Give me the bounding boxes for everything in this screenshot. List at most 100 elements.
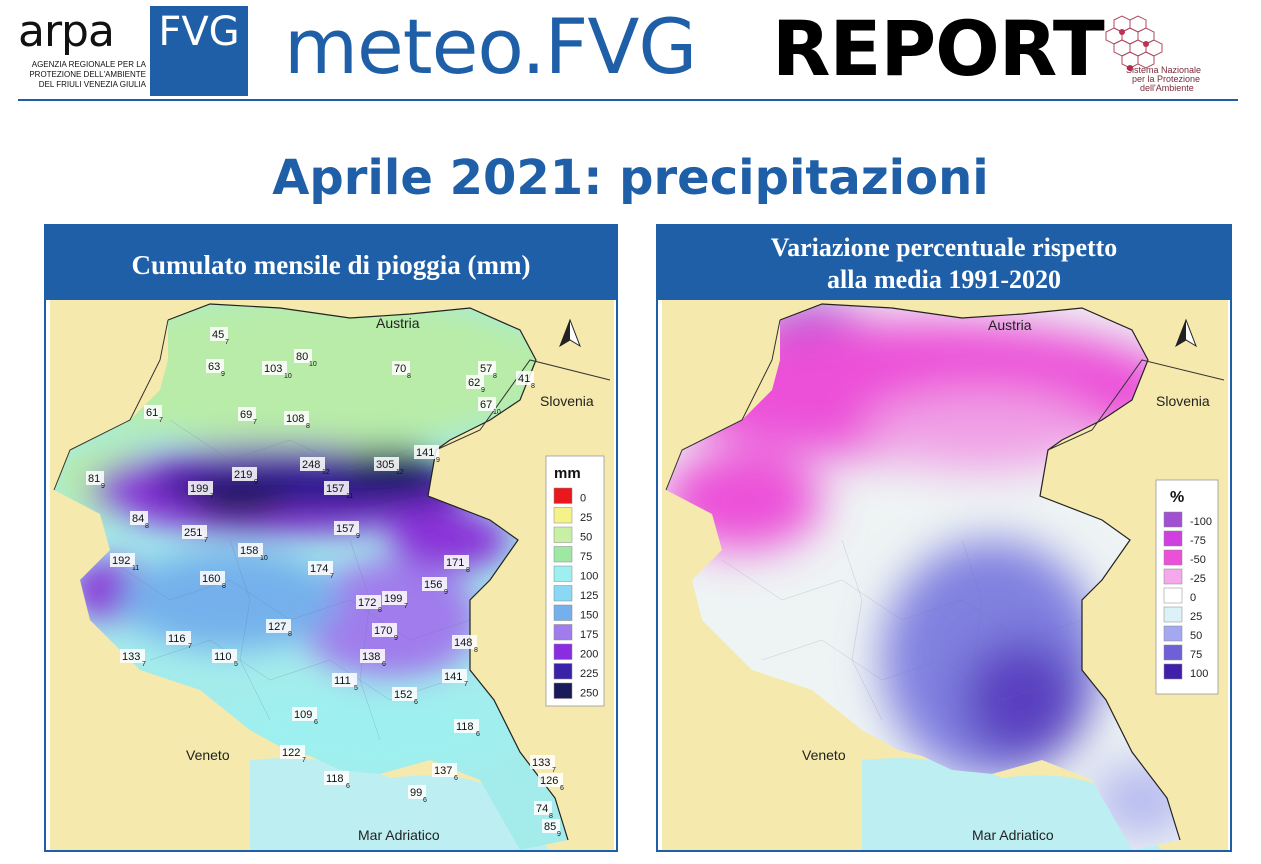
legend-swatch	[553, 507, 573, 524]
station-value: 103	[264, 363, 282, 375]
station-label: 708	[392, 361, 411, 380]
fvg-logo-box: FVG	[150, 6, 248, 96]
legend-label: 75	[580, 551, 592, 563]
station-sub: 5	[234, 661, 238, 668]
rainfall-field	[54, 304, 568, 850]
station-sub: 8	[549, 813, 553, 820]
station-value: 137	[434, 765, 452, 777]
label-slovenia: Slovenia	[540, 393, 594, 409]
legend-swatch	[553, 604, 573, 621]
station-value: 84	[132, 513, 144, 525]
region-border	[167, 303, 569, 841]
station-sub: 7	[253, 419, 257, 426]
station-label: 418	[516, 371, 535, 390]
label-veneto: Veneto	[802, 747, 846, 763]
station-value: 108	[286, 413, 304, 425]
station-label: 819	[86, 471, 105, 490]
station-sub: 8	[466, 567, 470, 574]
legend-label: 150	[580, 610, 598, 622]
agency-line: DEL FRIULI VENEZIA GIULIA	[38, 80, 146, 89]
station-value: 111	[334, 675, 351, 687]
station-sub: 6	[414, 699, 418, 706]
station-value: 138	[362, 651, 380, 663]
station-value: 109	[294, 709, 312, 721]
legend-swatch	[1163, 663, 1183, 680]
station-value: 219	[234, 469, 252, 481]
label-slovenia: Slovenia	[1156, 393, 1210, 409]
station-sub: 8	[222, 583, 226, 590]
label-austria: Austria	[988, 317, 1032, 333]
station-value: 110	[214, 651, 232, 663]
anomaly-legend: % -100 -75 -50 -25 0 25 50 75 100	[1155, 479, 1219, 695]
station-value: 69	[240, 409, 252, 421]
station-sub: 9	[436, 457, 440, 464]
region-border	[779, 303, 1181, 841]
national-border	[53, 319, 611, 491]
station-value: 126	[540, 775, 558, 787]
rainfall-legend: mm 0 25 50 75 100 125 150 175 200 225 250	[545, 455, 605, 707]
report-wordmark: REPORT	[772, 4, 1105, 93]
station-value: 133	[532, 757, 550, 769]
label-austria: Austria	[376, 315, 420, 331]
legend-swatch	[553, 585, 573, 602]
sea-area	[862, 758, 1162, 850]
snpa-line: Sistema Nazionale	[1126, 65, 1202, 75]
station-sub: 8	[531, 383, 535, 390]
station-sub: 7	[302, 757, 306, 764]
legend-swatch	[553, 624, 573, 641]
legend-swatch	[1163, 530, 1183, 547]
station-sub: 10	[260, 555, 268, 562]
station-value: 122	[282, 747, 300, 759]
legend-swatch	[553, 546, 573, 563]
station-sub: 8	[378, 607, 382, 614]
rainfall-panel: Cumulato mensile di pioggia (mm)	[44, 224, 618, 852]
station-value: 160	[202, 573, 220, 585]
anomaly-title-line2: alla media 1991-2020	[827, 265, 1061, 294]
station-sub: 8	[474, 647, 478, 654]
agency-name: AGENZIA REGIONALE PER LA PROTEZIONE DELL…	[18, 60, 146, 90]
north-arrow-icon	[1175, 318, 1197, 348]
station-sub: 6	[382, 661, 386, 668]
legend-label: 25	[1190, 611, 1202, 623]
station-label: 617	[144, 405, 163, 424]
station-value: 171	[446, 557, 464, 569]
meteo-fvg-wordmark: meteo.FVG	[284, 2, 697, 91]
station-label: 578	[478, 361, 497, 380]
label-veneto: Veneto	[186, 747, 230, 763]
station-sub: 7	[142, 661, 146, 668]
station-value: 158	[240, 545, 258, 557]
station-value: 248	[302, 459, 320, 471]
station-value: 116	[168, 633, 186, 645]
legend-swatch	[1163, 511, 1183, 528]
legend-label: 0	[1190, 592, 1196, 604]
national-border	[665, 319, 1225, 491]
station-sub: 8	[145, 523, 149, 530]
station-value: 67	[480, 399, 492, 411]
station-value: 41	[518, 373, 530, 385]
rainfall-panel-title: Cumulato mensile di pioggia (mm)	[46, 226, 616, 300]
station-value: 62	[468, 377, 480, 389]
station-value: 157	[336, 523, 354, 535]
station-label: 629	[466, 375, 485, 394]
station-sub: 9	[254, 479, 258, 486]
legend-swatch	[1163, 549, 1183, 566]
station-label: 697	[238, 407, 257, 426]
station-label: 457	[210, 327, 229, 346]
legend-swatch	[553, 565, 573, 582]
north-arrow-icon	[559, 318, 581, 348]
legend-label: 250	[580, 688, 598, 700]
station-sub: 10	[309, 361, 317, 368]
label-sea: Mar Adriatico	[358, 827, 440, 843]
station-label: 848	[130, 511, 149, 530]
station-value: 118	[456, 721, 474, 733]
legend-label: 200	[580, 649, 598, 661]
station-value: 127	[268, 621, 286, 633]
